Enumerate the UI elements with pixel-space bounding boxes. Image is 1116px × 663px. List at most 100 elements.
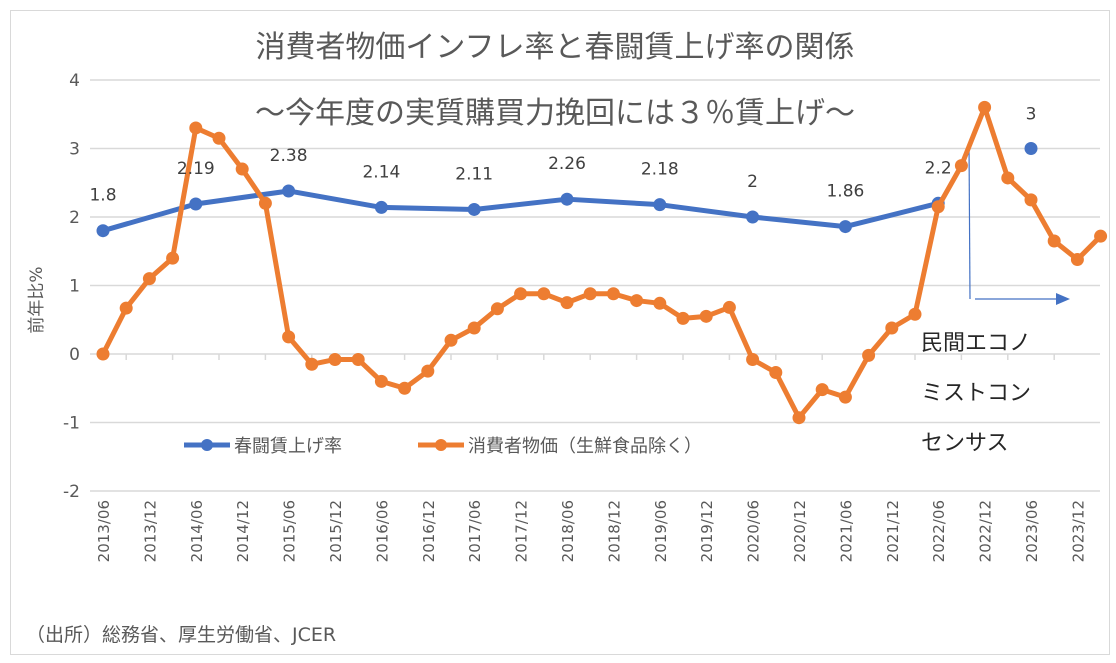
x-axis-tick-labels: 2013/06 2013/12 2014/06 2014/12 2015/06 2015/… xyxy=(95,500,1087,562)
cpi-series-point xyxy=(258,196,272,210)
cpi-series-point xyxy=(885,321,899,335)
cpi-series-point xyxy=(862,348,876,362)
series-layer xyxy=(96,100,1108,425)
chart-title: 消費者物価インフレ率と春闘賃上げ率の関係 xyxy=(255,30,854,65)
x-tick-label: 2020/12 xyxy=(791,500,809,562)
data-labels: 1.8 2.19 2.38 2.14 2.11 2.26 2.18 2 1.86 2.2 3 xyxy=(89,105,1036,206)
x-tick-label: 2016/12 xyxy=(420,500,438,562)
x-tick-label: 2017/06 xyxy=(466,500,484,562)
x-tick-label: 2023/12 xyxy=(1069,500,1087,562)
x-tick-label: 2016/06 xyxy=(373,500,391,562)
forecast-label-line-2: ミストコン xyxy=(921,381,1031,406)
cpi-series-point xyxy=(653,296,667,310)
cpi-series-point xyxy=(792,411,806,425)
x-tick-label: 2018/06 xyxy=(559,500,577,562)
wage-data-label: 2 xyxy=(747,172,758,192)
cpi-series-point xyxy=(908,307,922,321)
cpi-series-point xyxy=(583,287,597,301)
x-tick-label: 2014/06 xyxy=(188,500,206,562)
forecast-label-line-3: センサス xyxy=(921,431,1009,456)
y-axis-label: 前年比% xyxy=(27,266,47,333)
cpi-series-point xyxy=(444,333,458,347)
x-tick-label: 2022/06 xyxy=(930,500,948,562)
wage-data-label: 1.8 xyxy=(89,186,116,206)
x-tick-label: 2018/12 xyxy=(605,500,623,562)
y-tick-label: 2 xyxy=(69,208,80,228)
x-tick-label: 2015/06 xyxy=(281,500,299,562)
cpi-series-point xyxy=(722,300,736,314)
wage-series-point xyxy=(282,184,296,198)
wage-data-label: 2.19 xyxy=(177,159,215,179)
cpi-series-point xyxy=(978,100,992,114)
wage-series-point xyxy=(560,192,574,206)
wage-data-label: 2.18 xyxy=(641,160,679,180)
cpi-series-point xyxy=(142,272,156,286)
x-tick-label: 2019/12 xyxy=(698,500,716,562)
cpi-series-point xyxy=(374,374,388,388)
wage-data-label: 2.26 xyxy=(548,154,586,174)
forecast-label-line-1: 民間エコノ xyxy=(921,331,1031,356)
legend-label-wage: 春闘賃上げ率 xyxy=(234,436,342,457)
wage-data-label: 2.14 xyxy=(362,162,400,182)
x-tick-label: 2021/12 xyxy=(884,500,902,562)
wage-data-label: 2.11 xyxy=(455,164,493,184)
x-tick-label: 2019/06 xyxy=(652,500,670,562)
legend-marker-wage xyxy=(201,439,213,451)
cpi-series-point xyxy=(212,131,226,145)
legend-label-cpi: 消費者物価（生鮮食品除く） xyxy=(468,436,702,457)
consensus-data-label: 3 xyxy=(1026,105,1037,125)
cpi-series-point xyxy=(630,294,644,308)
cpi-series-point xyxy=(96,347,110,361)
cpi-series-point xyxy=(560,296,574,310)
legend-item-wage: 春闘賃上げ率 xyxy=(184,436,342,457)
forecast-arrow xyxy=(968,142,1070,305)
x-tick-label: 2013/12 xyxy=(141,500,159,562)
cpi-series-point xyxy=(189,121,203,135)
legend-marker-cpi xyxy=(435,439,447,451)
x-tick-label: 2014/12 xyxy=(234,500,252,562)
x-axis-ticks xyxy=(125,354,1055,360)
cpi-series-point xyxy=(537,287,551,301)
consensus-point xyxy=(1024,142,1038,155)
x-tick-label: 2020/06 xyxy=(745,500,763,562)
wage-series-point xyxy=(374,200,388,214)
cpi-series-point xyxy=(235,162,249,176)
x-tick-label: 2022/12 xyxy=(977,500,995,562)
cpi-series-point xyxy=(931,200,945,214)
cpi-series-point xyxy=(119,301,133,315)
cpi-series-point xyxy=(1024,193,1038,207)
cpi-series-point xyxy=(328,352,342,366)
y-tick-label: -2 xyxy=(63,482,80,502)
cpi-series-point xyxy=(769,365,783,379)
cpi-series-point xyxy=(467,321,481,335)
cpi-series-point xyxy=(815,383,829,397)
y-axis-ticks: 4 3 2 1 0 -1 -2 xyxy=(63,71,80,502)
cpi-series-point xyxy=(1047,234,1061,248)
wage-series-point xyxy=(189,197,203,211)
cpi-series-point xyxy=(166,251,180,265)
wage-series-point xyxy=(96,224,110,238)
y-tick-label: 4 xyxy=(69,71,80,91)
x-tick-label: 2015/12 xyxy=(327,500,345,562)
cpi-series-point xyxy=(282,330,296,344)
cpi-series-point xyxy=(305,357,319,371)
cpi-series-point xyxy=(490,302,504,316)
y-tick-label: -1 xyxy=(63,414,80,434)
cpi-series-line xyxy=(100,104,1103,421)
source-note: （出所）総務省、厚生労働省、JCER xyxy=(26,624,336,646)
cpi-series-point xyxy=(676,311,690,325)
cpi-series-point xyxy=(1070,252,1084,266)
cpi-series-point xyxy=(606,287,620,301)
y-tick-label: 1 xyxy=(69,277,80,297)
wage-data-label: 1.86 xyxy=(826,182,864,202)
x-tick-label: 2013/06 xyxy=(95,500,113,562)
legend: 春闘賃上げ率 消費者物価（生鮮食品除く） xyxy=(184,436,702,457)
cpi-series-point xyxy=(1094,229,1108,243)
gridlines xyxy=(90,79,1100,492)
wage-series-point xyxy=(653,198,667,212)
cpi-series-point xyxy=(398,381,412,395)
cpi-series-point xyxy=(1001,171,1015,185)
cpi-series-point xyxy=(421,364,435,378)
cpi-series-point xyxy=(746,352,760,366)
